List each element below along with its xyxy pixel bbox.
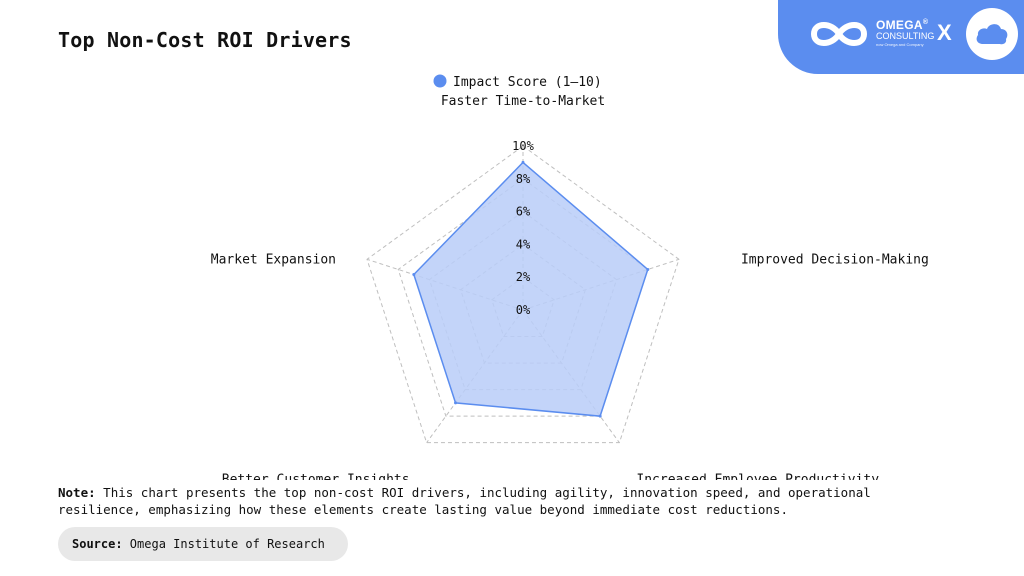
category-label: Increased Employee Productivity <box>636 473 879 480</box>
brand-wordmark: OMEGA® CONSULTING now Omega and Company <box>876 19 934 47</box>
source-pill: Source: Omega Institute of Research <box>58 527 348 561</box>
brand-tagline: now Omega and Company <box>876 42 924 47</box>
note-label: Note: <box>58 485 96 500</box>
data-point <box>598 414 602 418</box>
radial-tick-label: 4% <box>516 237 531 251</box>
brand-name: OMEGA® <box>876 18 929 32</box>
partner-logo <box>966 8 1018 60</box>
brand-badge: OMEGA® CONSULTING now Omega and Company … <box>778 0 1024 74</box>
series-area <box>412 161 649 417</box>
grid-spoke <box>522 258 680 311</box>
grid-spoke <box>522 309 620 443</box>
omega-infinity-logo-icon <box>810 22 868 46</box>
radial-tick-label: 2% <box>516 270 531 284</box>
brand-subname: CONSULTING <box>876 31 935 41</box>
page-title: Top Non-Cost ROI Drivers <box>58 28 352 52</box>
category-label: Market Expansion <box>211 252 336 267</box>
chart-note: Note: This chart presents the top non-co… <box>58 484 918 518</box>
grid-spoke <box>426 309 524 443</box>
data-point <box>454 401 458 405</box>
legend-label: Impact Score (1–10) <box>453 75 602 90</box>
radial-tick-label: 6% <box>516 205 531 219</box>
legend-swatch <box>433 74 447 88</box>
radial-tick-label: 10% <box>512 139 534 153</box>
data-point <box>646 267 650 271</box>
category-label: Faster Time-to-Market <box>441 94 605 109</box>
data-point <box>412 273 416 277</box>
category-label: Better Customer Insights <box>222 473 410 480</box>
grid-spoke <box>366 258 524 311</box>
radial-tick-label: 0% <box>516 303 531 317</box>
brand-separator: X <box>937 20 952 45</box>
source-label: Source: <box>72 537 123 551</box>
source-text: Omega Institute of Research <box>122 537 325 551</box>
radial-tick-label: 8% <box>516 172 531 186</box>
radar-chart: 0% 2% 4% 6% 8% 10% Faster Time-to-Market Improv… <box>211 74 929 480</box>
data-point <box>521 160 525 164</box>
cloud-icon <box>976 24 1008 45</box>
category-label: Improved Decision-Making <box>741 252 929 267</box>
note-text: This chart presents the top non-cost ROI… <box>58 485 871 517</box>
